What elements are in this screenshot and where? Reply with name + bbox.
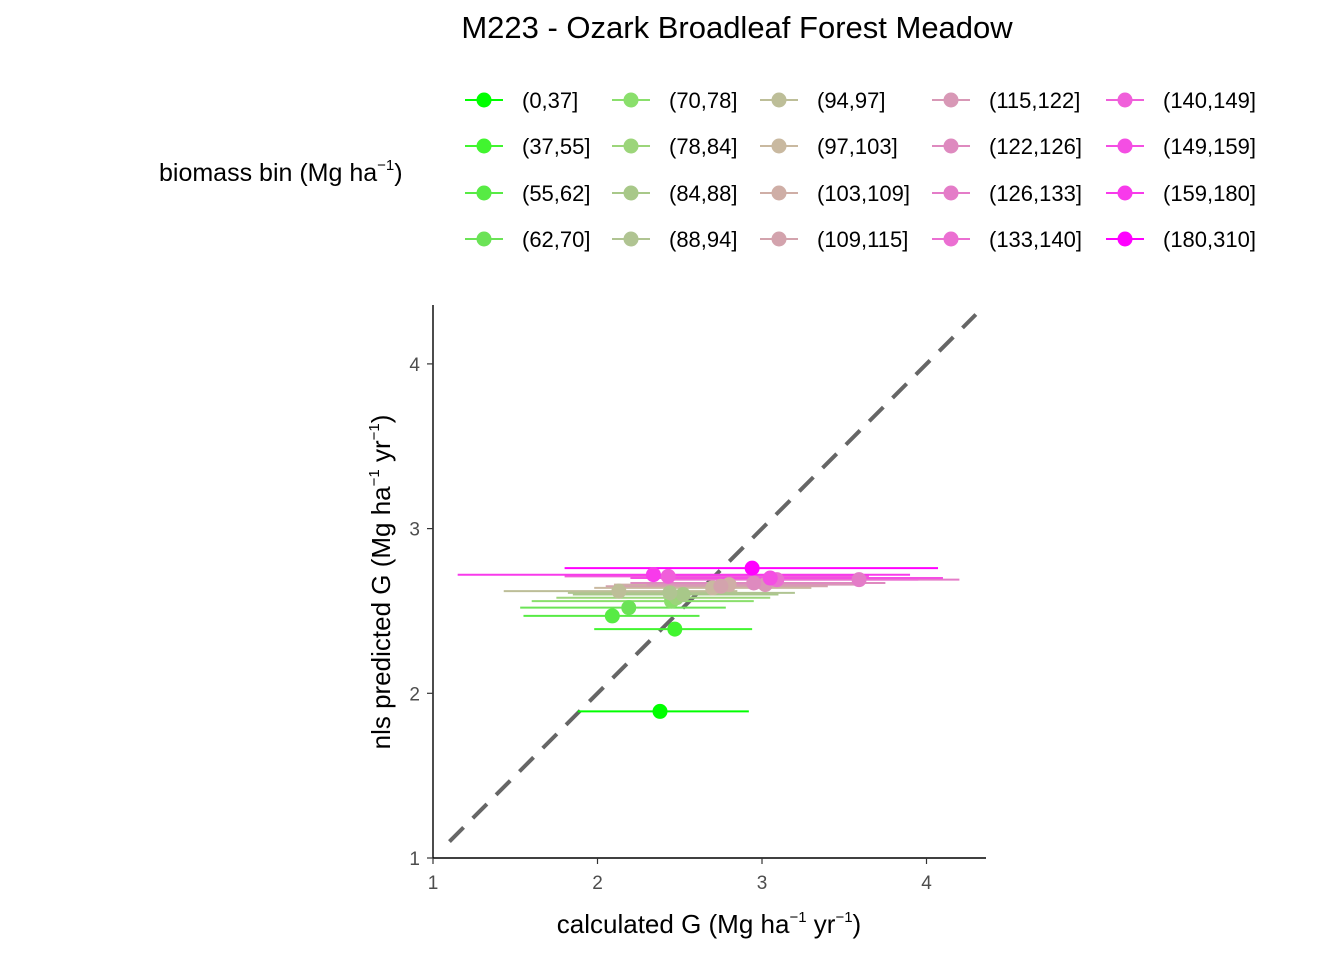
legend-label: (103,109]: [817, 181, 910, 206]
y-tick-label: 3: [409, 520, 420, 541]
legend-item: (97,103]: [760, 134, 898, 159]
legend-label: (84,88]: [669, 181, 738, 206]
legend-key-point: [771, 185, 787, 201]
legend-item: (122,126]: [932, 134, 1082, 159]
legend-item: (133,140]: [932, 227, 1082, 252]
data-point: [713, 578, 729, 594]
legend-label: (122,126]: [989, 134, 1082, 159]
legend-label: (109,115]: [817, 227, 908, 252]
legend-item: (140,149]: [1106, 88, 1256, 113]
legend-key-point: [476, 138, 492, 154]
legend-item: (126,133]: [932, 181, 1082, 206]
data-point: [652, 703, 668, 719]
data-point: [746, 575, 762, 591]
legend-key-point: [623, 231, 639, 247]
data-point: [660, 568, 676, 584]
legend-label: (78,84]: [669, 134, 738, 159]
x-tick-label: 1: [428, 873, 439, 894]
legend-key-point: [1117, 231, 1133, 247]
legend-label: (159,180]: [1163, 181, 1256, 206]
data-point: [662, 585, 678, 601]
legend-key-point: [943, 185, 959, 201]
data-point: [611, 583, 627, 599]
legend: (0,37] (37,55] (55,62] (62,70] (70,78] (78,84…: [465, 88, 1256, 252]
data-point: [851, 572, 867, 588]
data-point: [667, 621, 683, 637]
legend-item: (159,180]: [1106, 181, 1256, 206]
legend-key-point: [623, 92, 639, 108]
legend-label: (55,62]: [522, 181, 591, 206]
legend-item: (70,78]: [612, 88, 738, 113]
y-axis-title: nls predicted G (Mg ha−1 yr−1): [366, 415, 396, 750]
legend-item: (149,159]: [1106, 134, 1256, 159]
legend-item: (84,88]: [612, 181, 738, 206]
legend-label: (88,94]: [669, 227, 738, 252]
chart-title: M223 - Ozark Broadleaf Forest Meadow: [461, 10, 1013, 45]
legend-label: (97,103]: [817, 134, 898, 159]
legend-item: (55,62]: [465, 181, 591, 206]
y-tick-label: 2: [409, 684, 420, 705]
legend-item: (62,70]: [465, 227, 591, 252]
legend-key-point: [771, 138, 787, 154]
y-tick-label: 1: [409, 849, 420, 870]
legend-item: (115,122]: [932, 88, 1080, 113]
legend-key-point: [1117, 92, 1133, 108]
legend-label: (115,122]: [989, 88, 1080, 113]
x-axis-title: calculated G (Mg ha−1 yr−1): [557, 909, 861, 939]
legend-item: (103,109]: [760, 181, 910, 206]
data-point: [675, 586, 691, 602]
legend-item: (109,115]: [760, 227, 908, 252]
legend-key-point: [1117, 138, 1133, 154]
legend-item: (180,310]: [1106, 227, 1256, 252]
legend-item: (78,84]: [612, 134, 738, 159]
legend-item: (37,55]: [465, 134, 591, 159]
y-tick-label: 4: [409, 355, 420, 376]
legend-label: (133,140]: [989, 227, 1082, 252]
x-tick-label: 2: [592, 873, 603, 894]
legend-key-point: [771, 231, 787, 247]
legend-label: (0,37]: [522, 88, 578, 113]
legend-key-point: [476, 185, 492, 201]
data-point: [621, 600, 637, 616]
legend-label: (62,70]: [522, 227, 591, 252]
legend-label: (94,97]: [817, 88, 886, 113]
axis-ticks: 1 2 3 4 1 2 3 4: [409, 355, 932, 894]
legend-label: (126,133]: [989, 181, 1082, 206]
data-point: [762, 570, 778, 586]
x-tick-label: 4: [921, 873, 932, 894]
legend-label: (70,78]: [669, 88, 738, 113]
data-points: [604, 560, 867, 719]
legend-key-point: [476, 92, 492, 108]
x-tick-label: 3: [757, 873, 768, 894]
legend-key-point: [623, 185, 639, 201]
legend-key-point: [771, 92, 787, 108]
legend-key-point: [943, 92, 959, 108]
legend-label: (140,149]: [1163, 88, 1256, 113]
legend-title: biomass bin (Mg ha−1): [159, 157, 403, 187]
data-point: [645, 567, 661, 583]
legend-label: (37,55]: [522, 134, 591, 159]
legend-key-point: [1117, 185, 1133, 201]
data-point: [604, 608, 620, 624]
legend-key-point: [943, 138, 959, 154]
legend-key-point: [476, 231, 492, 247]
legend-key-point: [623, 138, 639, 154]
legend-key-point: [943, 231, 959, 247]
legend-label: (180,310]: [1163, 227, 1256, 252]
legend-label: (149,159]: [1163, 134, 1256, 159]
legend-item: (0,37]: [465, 88, 578, 113]
legend-item: (88,94]: [612, 227, 738, 252]
data-point: [744, 560, 760, 576]
legend-item: (94,97]: [760, 88, 886, 113]
